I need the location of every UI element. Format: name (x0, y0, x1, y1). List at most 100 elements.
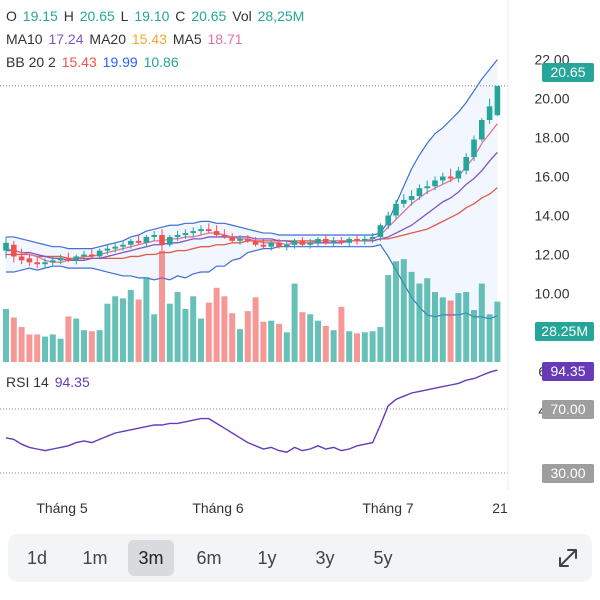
candle (307, 238, 313, 249)
volume-bar (268, 320, 275, 362)
time-tick-label: Tháng 6 (192, 500, 244, 516)
candle (198, 225, 204, 235)
candle (323, 235, 329, 245)
rsi-panel (5, 369, 498, 453)
candle (463, 153, 469, 175)
volume-bar (3, 309, 9, 362)
candle (96, 248, 103, 259)
volume-bar (42, 336, 48, 362)
volume-bar (190, 296, 197, 362)
volume-bar (330, 330, 337, 362)
candle (206, 223, 212, 234)
ma5-line (5, 123, 498, 263)
volume-bar (424, 278, 431, 362)
volume-bar (408, 271, 415, 362)
candle (299, 236, 306, 247)
volume-bar (127, 289, 134, 362)
range-button-6m[interactable]: 6m (196, 548, 222, 568)
range-button-1d[interactable]: 1d (26, 548, 48, 568)
price-tick-label: 20.00 (534, 91, 569, 107)
candle (393, 199, 399, 220)
volume-bar (494, 301, 501, 362)
candle (369, 233, 376, 243)
price-tick-label: 10.00 (534, 285, 569, 301)
candle (65, 252, 72, 263)
candle (291, 238, 298, 249)
rsi-badge: 94.35 (542, 362, 594, 381)
volume-bar (213, 287, 220, 362)
volume-bar (143, 277, 150, 362)
candle (385, 211, 391, 230)
volume-bar (182, 309, 189, 362)
volume-bar (346, 331, 353, 362)
rsi-value: 94.35 (54, 374, 90, 390)
volume-bar (18, 327, 25, 362)
volume-bar (57, 338, 64, 362)
volume-bar (486, 314, 493, 362)
bb-mid-value: 19.99 (102, 54, 138, 70)
volume-bar (377, 327, 384, 362)
volume-bar (385, 275, 392, 362)
expand-icon[interactable] (552, 542, 584, 574)
range-button-3m[interactable]: 3m (128, 540, 174, 576)
bb-lower-value: 15.43 (61, 54, 97, 70)
bb-upper-value: 10.86 (143, 54, 179, 70)
volume-bar (447, 300, 454, 362)
rsi-70-badge: 70.00 (542, 400, 594, 419)
grid-layer (0, 0, 509, 490)
volume-bar (104, 303, 111, 362)
range-button-5y[interactable]: 5y (373, 548, 393, 568)
volume-bar (88, 331, 95, 362)
volume-bar (244, 311, 251, 362)
ma20-value: 15.43 (131, 31, 167, 47)
volume-bar (26, 334, 33, 362)
ma-legend: MA10 17.24 MA20 15.43 MA5 18.71 (6, 31, 245, 47)
volume-bar (276, 323, 282, 362)
candle (3, 236, 9, 259)
volume-bar (432, 292, 438, 362)
rsi-label: RSI 14 (6, 374, 49, 390)
volume-bar (34, 334, 41, 362)
moving-averages (5, 123, 498, 263)
candle (50, 256, 56, 267)
volume-bar (369, 331, 376, 362)
ma20-line (6, 187, 498, 260)
bb-legend: BB 20 2 15.43 19.99 10.86 (6, 54, 181, 70)
candle (486, 98, 493, 124)
volume-bar (361, 332, 368, 362)
volume-bar (205, 302, 212, 362)
bb-upper-line (6, 59, 498, 250)
candle (57, 254, 64, 265)
candle (143, 235, 150, 247)
candle (354, 235, 360, 245)
volume-bar (463, 292, 470, 362)
candle (447, 168, 454, 183)
open-value: 19.15 (22, 8, 58, 24)
ma5-value: 18.71 (207, 31, 243, 47)
candle (315, 236, 321, 247)
volume-bar (135, 299, 142, 362)
low-value: 19.10 (134, 8, 170, 24)
volume-bar (229, 313, 236, 362)
volume-bar (112, 296, 119, 362)
ma10-value: 17.24 (48, 31, 84, 47)
volume-bar (73, 318, 80, 362)
candle (159, 229, 165, 251)
candle (245, 235, 251, 243)
rsi-legend: RSI 14 94.35 (6, 374, 92, 390)
volume-bar (400, 259, 407, 362)
candle (11, 240, 17, 263)
price-badge: 20.65 (542, 63, 594, 82)
volume-bar (338, 306, 345, 362)
range-toolbar: 1d 1m 3m 6m 1y 3y 5y (8, 534, 592, 582)
range-button-1y[interactable]: 1y (257, 548, 277, 568)
range-button-1m[interactable]: 1m (82, 548, 108, 568)
candle (252, 236, 259, 247)
candle (362, 235, 368, 245)
candle (346, 236, 352, 247)
range-button-3y[interactable]: 3y (315, 548, 335, 568)
ohlc-legend: O 19.15 H 20.65 L 19.10 C 20.65 Vol 28,2… (6, 8, 306, 24)
candle (42, 258, 48, 269)
